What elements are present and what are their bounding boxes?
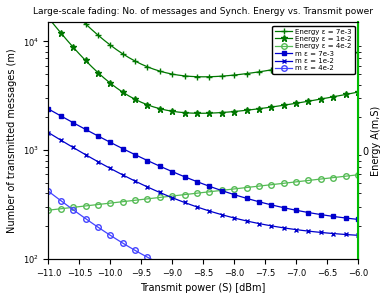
- Energy ε = 4e-2: [356, 173, 360, 177]
- Energy ε = 7e-3: [275, 67, 280, 70]
- Energy ε = 7e-3: [201, 75, 206, 79]
- Energy ε = 7e-3: [356, 51, 360, 54]
- Energy ε = 1e-2: [275, 104, 280, 108]
- Energy ε = 1e-2: [114, 86, 119, 90]
- Line: Energy ε = 7e-3: Energy ε = 7e-3: [45, 0, 362, 80]
- m ε = 7e-3: [250, 198, 255, 202]
- Legend: Energy ε = 7e-3, Energy ε = 1e-2, Energy ε = 4e-2, m ε = 7e-3, m ε = 1e-2, m ε =: Energy ε = 7e-3, Energy ε = 1e-2, Energy…: [272, 26, 355, 74]
- m ε = 4e-2: [269, 294, 274, 298]
- Line: Energy ε = 1e-2: Energy ε = 1e-2: [45, 14, 362, 117]
- Energy ε = 1e-2: [350, 92, 354, 95]
- Line: m ε = 4e-2: m ε = 4e-2: [46, 188, 361, 300]
- Title: Large-scale fading: No. of messages and Synch. Energy vs. Transmit power: Large-scale fading: No. of messages and …: [33, 7, 373, 16]
- Y-axis label: Number of transmitted messages (m): Number of transmitted messages (m): [7, 48, 17, 233]
- Energy ε = 7e-3: [350, 52, 354, 56]
- m ε = 7e-3: [145, 159, 150, 162]
- m ε = 4e-2: [250, 292, 255, 295]
- m ε = 1e-2: [139, 182, 144, 186]
- Energy ε = 7e-3: [256, 70, 261, 74]
- m ε = 4e-2: [114, 237, 119, 241]
- m ε = 1e-2: [350, 233, 354, 237]
- Line: Energy ε = 4e-2: Energy ε = 4e-2: [46, 172, 361, 213]
- Energy ε = 1e-2: [356, 90, 360, 94]
- m ε = 1e-2: [269, 224, 274, 228]
- m ε = 7e-3: [356, 218, 360, 221]
- Energy ε = 4e-2: [139, 198, 144, 201]
- m ε = 4e-2: [145, 255, 150, 259]
- m ε = 1e-2: [145, 185, 150, 189]
- Energy ε = 1e-2: [256, 107, 261, 110]
- m ε = 7e-3: [139, 156, 144, 159]
- Energy ε = 4e-2: [114, 201, 119, 204]
- Energy ε = 7e-3: [145, 65, 150, 69]
- m ε = 1e-2: [356, 233, 360, 237]
- m ε = 7e-3: [269, 203, 274, 207]
- Energy ε = 1e-2: [145, 103, 150, 106]
- Energy ε = 4e-2: [269, 183, 274, 187]
- Y-axis label: Energy A(m,S): Energy A(m,S): [371, 105, 381, 176]
- m ε = 7e-3: [350, 217, 354, 220]
- Line: m ε = 1e-2: m ε = 1e-2: [46, 130, 360, 237]
- Energy ε = 1e-2: [201, 112, 206, 115]
- m ε = 1e-2: [250, 220, 255, 224]
- Energy ε = 7e-3: [114, 48, 119, 51]
- m ε = 7e-3: [114, 144, 119, 147]
- m ε = 4e-2: [139, 252, 144, 256]
- Energy ε = 4e-2: [250, 185, 255, 189]
- X-axis label: Transmit power (S) [dBm]: Transmit power (S) [dBm]: [140, 283, 266, 293]
- m ε = 1e-2: [114, 170, 119, 173]
- m ε = 7e-3: [46, 107, 51, 111]
- Energy ε = 1e-2: [139, 100, 144, 104]
- m ε = 1e-2: [46, 131, 51, 134]
- Energy ε = 4e-2: [350, 174, 354, 177]
- Energy ε = 4e-2: [145, 197, 150, 201]
- Energy ε = 4e-2: [46, 208, 51, 212]
- m ε = 4e-2: [46, 190, 51, 193]
- Energy ε = 7e-3: [139, 62, 144, 66]
- Line: m ε = 7e-3: m ε = 7e-3: [46, 107, 360, 221]
- Text: 0: 0: [362, 147, 368, 158]
- Energy ε = 1e-2: [46, 16, 51, 20]
